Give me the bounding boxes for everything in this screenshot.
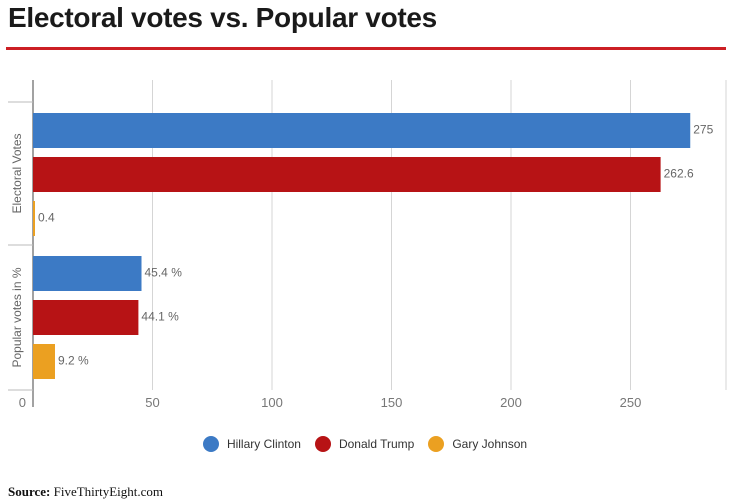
data-label: 275 — [693, 123, 713, 137]
bar — [33, 344, 55, 379]
title-divider — [6, 47, 726, 50]
legend-swatch — [202, 436, 219, 452]
x-tick-label: 200 — [500, 395, 522, 410]
source-note: Source: FiveThirtyEight.com — [8, 484, 163, 500]
bar — [33, 113, 691, 148]
x-tick-label: 0 — [19, 395, 26, 410]
category-label: Popular votes in % — [10, 267, 24, 367]
x-tick-label: 50 — [145, 395, 159, 410]
legend: Hillary Clinton Donald Trump Gary Johnso… — [0, 436, 730, 452]
bar — [33, 256, 142, 291]
legend-swatch — [314, 436, 331, 452]
source-text: FiveThirtyEight.com — [53, 484, 164, 499]
legend-item-gary-johnson[interactable]: Gary Johnson — [428, 436, 527, 452]
legend-item-hillary-clinton[interactable]: Hillary Clinton — [202, 436, 301, 452]
legend-label: Donald Trump — [338, 437, 415, 451]
data-label: 0.4 — [38, 211, 55, 225]
legend-label: Hillary Clinton — [226, 437, 301, 451]
legend-item-donald-trump[interactable]: Donald Trump — [314, 436, 415, 452]
x-tick-label: 250 — [620, 395, 642, 410]
data-label: 262.6 — [664, 167, 694, 181]
bar — [33, 201, 35, 236]
legend-label: Gary Johnson — [452, 437, 528, 451]
chart-title: Electoral votes vs. Popular votes — [8, 2, 437, 33]
data-label: 44.1 % — [141, 310, 179, 324]
x-tick-label: 100 — [261, 395, 283, 410]
source-label: Source: — [8, 484, 51, 499]
data-label: 9.2 % — [58, 354, 89, 368]
x-tick-label: 150 — [381, 395, 403, 410]
data-label: 45.4 % — [145, 266, 183, 280]
legend-swatch — [428, 436, 445, 452]
category-label: Electoral Votes — [10, 133, 24, 213]
bar — [33, 157, 661, 192]
bar-chart: Electoral Votes Popular votes in % 275 45.4… — [8, 80, 727, 410]
bar — [33, 300, 139, 335]
